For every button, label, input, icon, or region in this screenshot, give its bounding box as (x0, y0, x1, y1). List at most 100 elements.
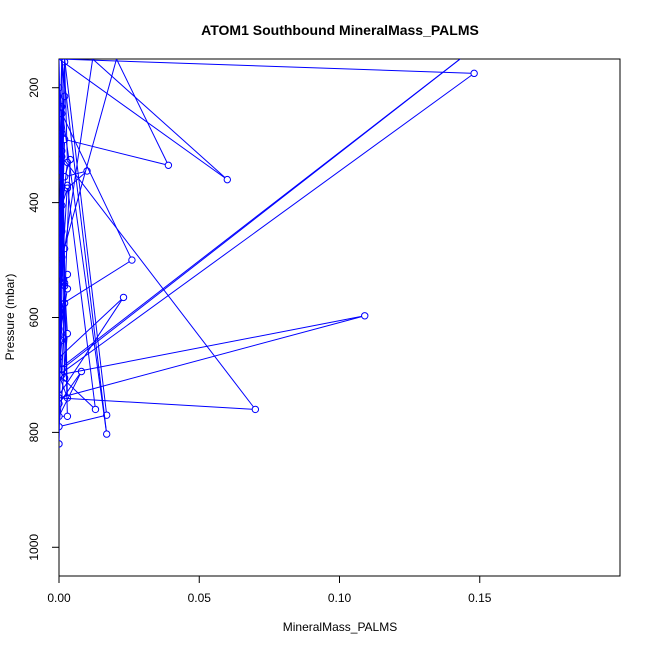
data-point (60, 59, 69, 66)
y-tick-label: 600 (27, 307, 41, 327)
series-segment (59, 377, 67, 396)
data-point (60, 299, 69, 307)
series-segment (63, 158, 254, 408)
data-point (60, 135, 69, 144)
data-point (59, 412, 63, 421)
data-point (102, 411, 111, 419)
data-point (63, 184, 72, 192)
x-axis: 0.00 0.05 0.10 0.15 (47, 576, 492, 605)
data-point (83, 167, 91, 175)
series-segment (64, 59, 94, 246)
series-segment (60, 373, 81, 402)
data-point (59, 440, 63, 448)
series-segment (67, 188, 96, 407)
data-point (59, 147, 66, 155)
data-point (63, 412, 72, 421)
series-segment (61, 74, 472, 374)
series-segment (61, 415, 104, 427)
series-segment (61, 261, 130, 305)
data-point (59, 173, 63, 181)
data-point (59, 233, 63, 241)
series-segment (65, 162, 70, 174)
series-segment (61, 59, 107, 431)
data-point (59, 84, 63, 92)
data-point (59, 109, 66, 118)
data-point (60, 244, 69, 253)
series-segment (59, 90, 107, 432)
series-segment (62, 397, 253, 410)
data-point (59, 276, 63, 284)
data-point (59, 253, 66, 261)
data-point (251, 405, 260, 414)
series-segment (64, 59, 461, 368)
data-point (59, 152, 66, 161)
x-tick-label: 0.10 (328, 591, 352, 605)
data-point (59, 313, 63, 322)
series-segment (64, 59, 107, 413)
data-point (59, 371, 63, 379)
series-segment (92, 59, 226, 178)
series-segment (59, 59, 66, 375)
data-point (60, 92, 69, 101)
data-point (63, 181, 72, 190)
y-tick-label: 200 (27, 77, 41, 97)
series-segment (59, 59, 225, 179)
data-point (63, 270, 72, 279)
data-point (59, 391, 63, 399)
plot-area (59, 59, 478, 448)
data-point (59, 422, 63, 431)
data-point (59, 129, 66, 138)
data-point (59, 365, 66, 373)
y-tick-label: 800 (27, 422, 41, 442)
x-axis-label: MineralMass_PALMS (283, 620, 397, 634)
data-point (63, 394, 72, 402)
data-point (164, 161, 173, 169)
y-axis: 200 400 600 800 1000 (27, 77, 59, 561)
data-point (59, 331, 63, 339)
data-point (59, 302, 63, 310)
y-tick-label: 1000 (27, 534, 41, 561)
data-point (59, 354, 63, 362)
x-tick-label: 0.00 (47, 591, 71, 605)
plot-frame (58, 58, 621, 577)
data-point (119, 293, 128, 302)
data-point (102, 430, 111, 438)
series-group (59, 59, 478, 448)
series-segment (60, 376, 94, 408)
series-segment (60, 299, 122, 356)
data-point (59, 336, 63, 345)
x-tick-label: 0.05 (188, 591, 212, 605)
data-point (59, 394, 63, 402)
data-point (128, 256, 136, 264)
data-point (60, 374, 69, 382)
data-point (223, 175, 232, 184)
series-segment (59, 374, 81, 414)
data-point (361, 312, 369, 320)
series-segment (61, 316, 362, 398)
data-point (470, 69, 478, 78)
data-point (59, 201, 66, 210)
data-point (59, 325, 63, 333)
data-point (59, 336, 66, 345)
data-point (59, 399, 63, 408)
data-point (60, 279, 69, 287)
series-segment (116, 59, 168, 163)
series-segment (59, 336, 68, 424)
series-segment (64, 289, 68, 331)
data-point (66, 155, 74, 164)
data-point (77, 367, 86, 376)
y-axis-label: Pressure (mbar) (3, 274, 17, 361)
data-point (63, 329, 72, 338)
y-tick-label: 400 (27, 192, 41, 212)
data-point (91, 405, 100, 414)
data-point (59, 365, 63, 373)
series-segment (62, 315, 362, 375)
data-point (60, 282, 69, 290)
data-point (60, 173, 69, 181)
series-segment (67, 139, 166, 165)
data-point (59, 227, 66, 236)
series-segment (59, 59, 471, 74)
data-point (59, 152, 63, 161)
x-tick-label: 0.15 (468, 591, 492, 605)
